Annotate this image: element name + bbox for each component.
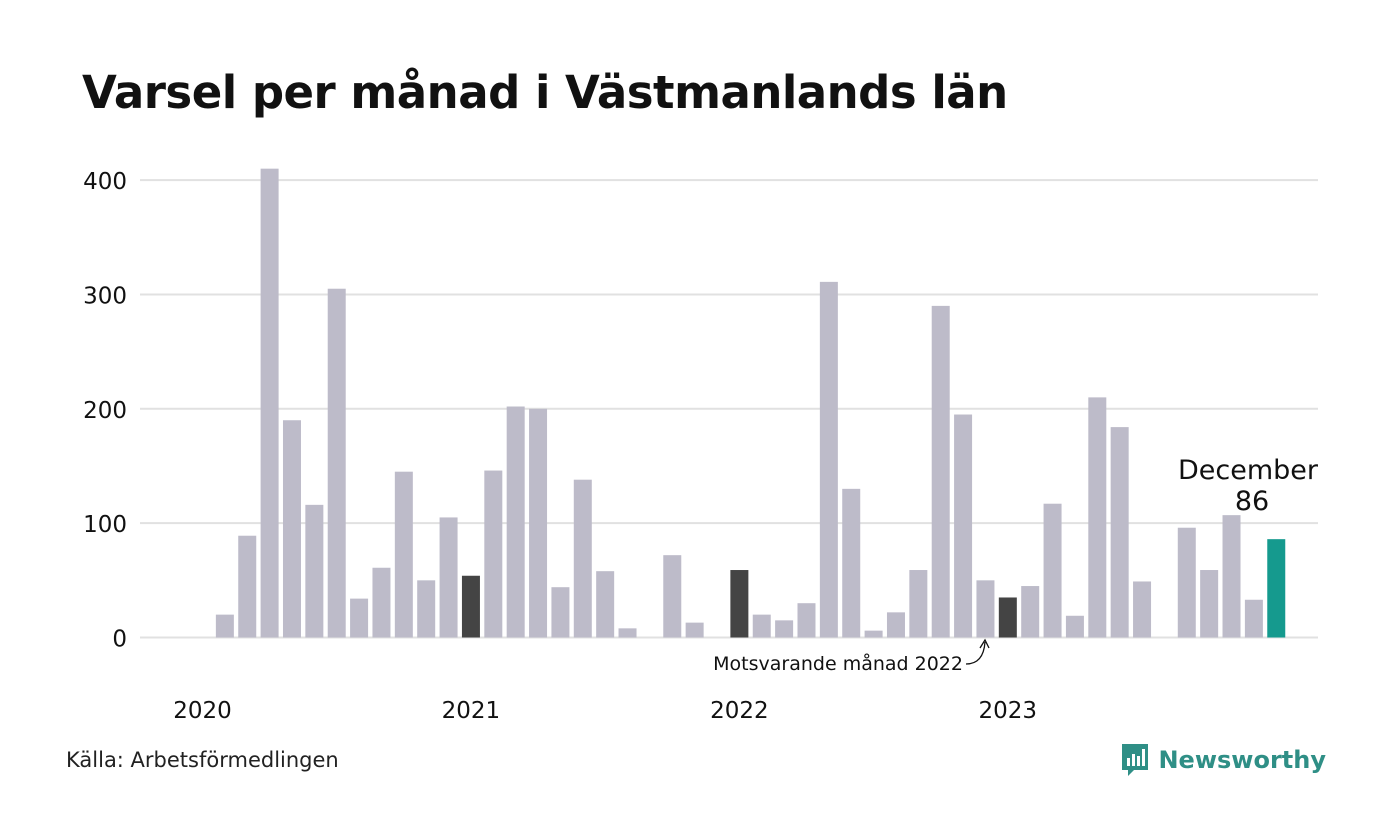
bar-16 (551, 587, 570, 638)
bar-44 (1177, 527, 1196, 638)
previous-year-arrow-head (979, 638, 990, 649)
bar-47 (1244, 599, 1263, 638)
bar-29 (842, 488, 861, 638)
bar-15 (529, 408, 548, 638)
bar-8 (372, 567, 391, 638)
bar-42 (1133, 581, 1152, 638)
y-tick-label: 300 (83, 283, 127, 309)
y-tick-label: 400 (83, 169, 127, 195)
x-year-label-2020: 2020 (173, 698, 232, 724)
brand-logo: Newsworthy (1120, 742, 1326, 778)
bar-39 (1065, 615, 1084, 638)
bar-11 (439, 517, 458, 638)
bar-24 (730, 570, 749, 638)
newsworthy-logo-icon (1122, 744, 1149, 776)
x-year-label-2023: 2023 (979, 698, 1038, 724)
bar-9 (394, 471, 413, 638)
bar-31 (886, 612, 905, 638)
bar-13 (484, 470, 503, 638)
bar-22 (685, 622, 704, 638)
bar-46 (1222, 515, 1241, 638)
bar-26 (775, 620, 794, 638)
bar-28 (819, 281, 838, 638)
bar-21 (663, 555, 682, 638)
bar-3 (260, 168, 279, 638)
bar-7 (350, 598, 369, 638)
bar-27 (797, 603, 816, 638)
y-tick-label: 200 (83, 398, 127, 424)
current-month-value: 86 (1235, 486, 1269, 517)
bar-38 (1043, 503, 1062, 638)
previous-year-arrow (965, 641, 986, 665)
bar-2 (238, 535, 257, 638)
bar-34 (954, 414, 973, 638)
bar-25 (752, 614, 771, 638)
bar-37 (1021, 586, 1040, 638)
bar-40 (1088, 397, 1107, 638)
bar-30 (864, 630, 883, 638)
bar-10 (417, 580, 436, 638)
brand-name: Newsworthy (1158, 746, 1326, 774)
source-note: Källa: Arbetsförmedlingen (66, 748, 339, 772)
bar-19 (618, 628, 637, 638)
x-year-label-2021: 2021 (442, 698, 501, 724)
bar-32 (909, 570, 928, 638)
bar-48 (1267, 539, 1286, 638)
bar-12 (461, 575, 480, 638)
bar-35 (976, 580, 995, 638)
bar-36 (998, 597, 1017, 638)
bar-33 (931, 305, 950, 638)
x-axis-year-labels: 2020 2021 2022 2023 (173, 698, 1037, 724)
bar-5 (305, 504, 324, 638)
current-month-label: December (1178, 455, 1319, 486)
y-tick-label: 0 (112, 627, 127, 653)
y-axis-ticks: 0 100 200 300 400 (83, 169, 127, 652)
bar-1 (215, 614, 234, 638)
y-tick-label: 100 (83, 512, 127, 538)
bar-17 (573, 479, 592, 638)
bars (215, 168, 1286, 638)
bar-41 (1110, 427, 1129, 638)
previous-year-month-label: Motsvarande månad 2022 (713, 652, 963, 675)
bar-45 (1200, 570, 1219, 638)
bar-6 (327, 288, 346, 638)
chart-title: Varsel per månad i Västmanlands län (82, 66, 1008, 119)
bar-14 (506, 406, 525, 638)
bar-18 (596, 571, 615, 638)
annotations: December 86 Motsvarande månad 2022 (713, 455, 1319, 675)
x-year-label-2022: 2022 (710, 698, 769, 724)
bar-4 (282, 420, 301, 638)
